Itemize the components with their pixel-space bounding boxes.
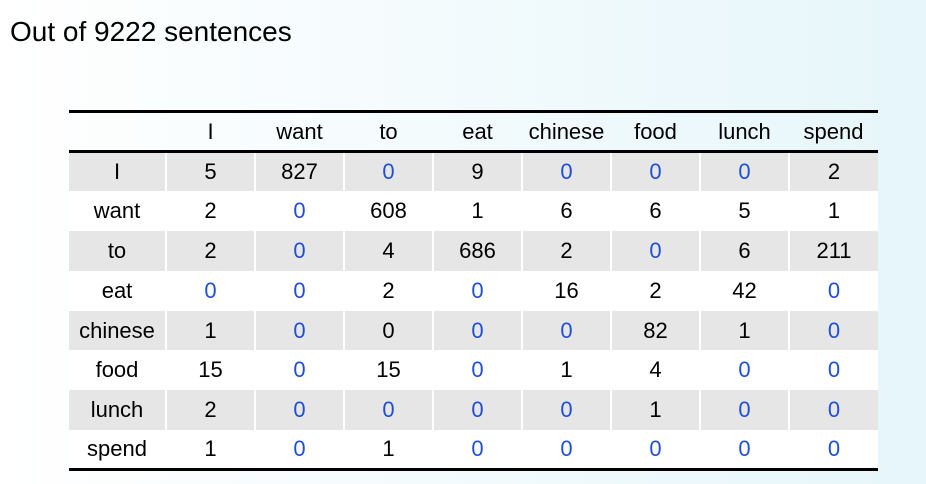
- count-cell: 2: [165, 191, 255, 232]
- count-cell: 0: [343, 151, 433, 192]
- count-cell: 1: [165, 310, 255, 351]
- header-row: I want to eat chinese food lunch spend: [69, 110, 878, 153]
- count-cell: 0: [165, 270, 255, 311]
- count-cell: 686: [432, 231, 522, 271]
- count-cell: 0: [788, 270, 878, 311]
- count-cell: 0: [432, 390, 522, 431]
- count-cell: 0: [254, 191, 344, 232]
- count-cell: 0: [432, 350, 522, 391]
- count-cell: 0: [788, 390, 878, 431]
- row-header: I: [69, 151, 166, 192]
- count-cell: 15: [343, 350, 433, 391]
- count-cell: 2: [165, 231, 255, 271]
- count-cell: 2: [610, 270, 700, 311]
- column-header: eat: [433, 110, 522, 153]
- count-cell: 0: [254, 231, 344, 271]
- count-cell: 9: [432, 151, 522, 192]
- count-cell: 0: [254, 270, 344, 311]
- row-header: spend: [69, 430, 166, 472]
- count-cell: 0: [254, 310, 344, 351]
- page-title: Out of 9222 sentences: [10, 16, 292, 47]
- column-header: lunch: [700, 110, 789, 153]
- count-cell: 1: [521, 350, 611, 391]
- count-cell: 1: [788, 191, 878, 232]
- count-cell: 0: [254, 430, 344, 472]
- count-cell: 0: [788, 310, 878, 351]
- row-header: want: [69, 191, 166, 232]
- table-row: I 5 827 0 9 0 0 0 2: [69, 151, 878, 192]
- column-header: food: [611, 110, 700, 153]
- row-header: food: [69, 350, 166, 391]
- table-row: lunch 2 0 0 0 0 1 0 0: [69, 390, 878, 431]
- count-cell: 0: [610, 231, 700, 271]
- count-cell: 0: [699, 151, 789, 192]
- count-cell: 0: [521, 151, 611, 192]
- row-header: to: [69, 231, 166, 271]
- count-cell: 0: [432, 430, 522, 472]
- count-cell: 5: [165, 151, 255, 192]
- row-header: eat: [69, 270, 166, 311]
- table-row: spend 1 0 1 0 0 0 0 0: [69, 430, 878, 472]
- count-cell: 1: [165, 430, 255, 472]
- table-row: chinese 1 0 0 0 0 82 1 0: [69, 310, 878, 351]
- column-header: want: [255, 110, 344, 153]
- row-header: chinese: [69, 310, 166, 351]
- count-cell: 1: [699, 310, 789, 351]
- column-header: chinese: [522, 110, 611, 153]
- count-cell: 827: [254, 151, 344, 192]
- column-header: I: [166, 110, 255, 153]
- count-cell: 0: [254, 390, 344, 431]
- count-cell: 0: [610, 430, 700, 472]
- count-cell: 0: [699, 390, 789, 431]
- count-cell: 2: [521, 231, 611, 271]
- table-row: eat 0 0 2 0 16 2 42 0: [69, 270, 878, 311]
- count-cell: 2: [165, 390, 255, 431]
- count-cell: 2: [343, 270, 433, 311]
- count-cell: 1: [432, 191, 522, 232]
- count-cell: 0: [432, 270, 522, 311]
- count-cell: 2: [788, 151, 878, 192]
- count-cell: 0: [432, 310, 522, 351]
- corner-header: [69, 110, 166, 153]
- count-cell: 0: [343, 310, 433, 351]
- count-cell: 0: [521, 430, 611, 472]
- bigram-count-table: I want to eat chinese food lunch spend I…: [69, 110, 878, 472]
- count-cell: 0: [521, 390, 611, 431]
- count-cell: 211: [788, 231, 878, 271]
- count-cell: 1: [610, 390, 700, 431]
- table-row: food 15 0 15 0 1 4 0 0: [69, 350, 878, 391]
- count-cell: 0: [254, 350, 344, 391]
- count-cell: 0: [699, 430, 789, 472]
- count-cell: 608: [343, 191, 433, 232]
- count-cell: 4: [343, 231, 433, 271]
- count-cell: 6: [521, 191, 611, 232]
- count-cell: 6: [699, 231, 789, 271]
- count-cell: 0: [788, 430, 878, 472]
- column-header: to: [344, 110, 433, 153]
- count-cell: 42: [699, 270, 789, 311]
- count-cell: 0: [521, 310, 611, 351]
- table-row: to 2 0 4 686 2 0 6 211: [69, 231, 878, 271]
- table-row: want 2 0 608 1 6 6 5 1: [69, 191, 878, 232]
- column-header: spend: [789, 110, 878, 153]
- count-cell: 0: [699, 350, 789, 391]
- count-cell: 0: [610, 151, 700, 192]
- count-cell: 0: [788, 350, 878, 391]
- count-cell: 1: [343, 430, 433, 472]
- row-header: lunch: [69, 390, 166, 431]
- count-cell: 6: [610, 191, 700, 232]
- count-cell: 16: [521, 270, 611, 311]
- count-cell: 0: [343, 390, 433, 431]
- count-cell: 15: [165, 350, 255, 391]
- count-cell: 82: [610, 310, 700, 351]
- count-cell: 5: [699, 191, 789, 232]
- count-cell: 4: [610, 350, 700, 391]
